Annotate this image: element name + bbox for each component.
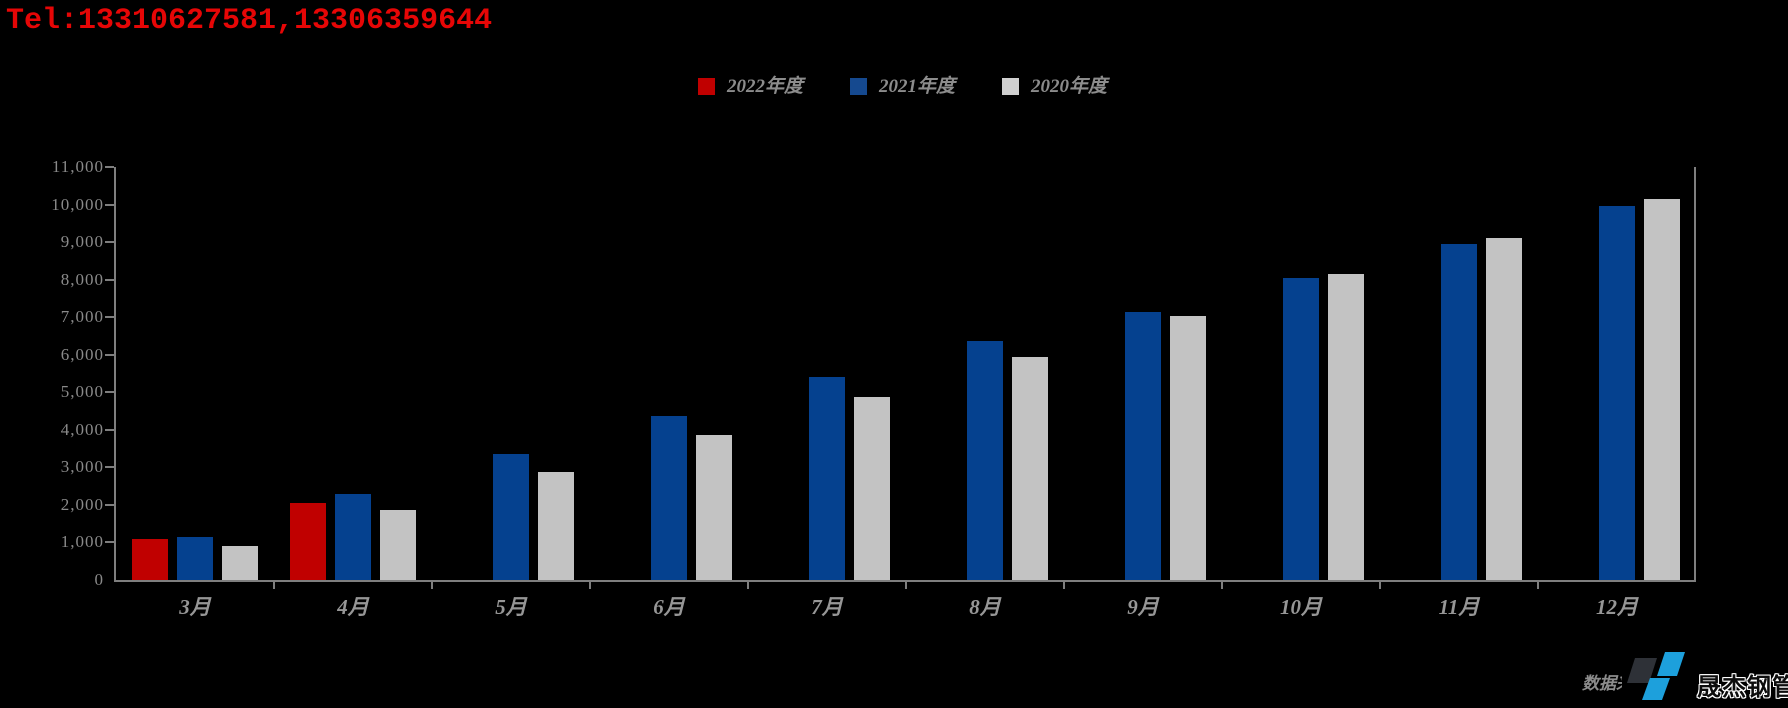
- y-axis-tick: [105, 166, 114, 168]
- bar-2020年度-6月: [696, 435, 732, 580]
- logo-shape-bottom: [1642, 678, 1670, 700]
- x-axis-tick: [431, 580, 433, 589]
- bar-group-6月: 6月: [590, 167, 748, 619]
- bar-group-10月: 10月: [1222, 167, 1380, 619]
- legend-label: 2020年度: [1031, 76, 1108, 97]
- bar-2021年度-3月: [177, 536, 213, 580]
- bar-group-11月: 11月: [1380, 167, 1538, 619]
- y-axis-tick-label: 5,000: [60, 382, 104, 402]
- x-axis-tick: [747, 580, 749, 589]
- bar-2021年度-9月: [1125, 311, 1161, 580]
- bar-2021年度-11月: [1441, 243, 1477, 580]
- y-axis-tick: [105, 428, 114, 431]
- y-axis-tick: [105, 316, 114, 319]
- y-axis-tick-label: 0: [94, 570, 104, 589]
- x-axis-label: 7月: [811, 595, 843, 619]
- legend: 2022年度 2021年度 2020年度: [698, 77, 1107, 96]
- x-axis-label: 5月: [495, 595, 527, 619]
- bar-2020年度-9月: [1170, 315, 1206, 580]
- legend-label: 2022年度: [727, 76, 804, 97]
- bar-2020年度-4月: [380, 510, 416, 580]
- bar-2022年度-3月: [132, 539, 168, 580]
- y-axis-tick: [105, 353, 114, 356]
- x-axis-label: 4月: [337, 595, 369, 619]
- bar-2021年度-6月: [651, 415, 687, 580]
- x-axis-tick: [589, 580, 591, 589]
- y-axis-tick-label: 10,000: [51, 194, 104, 214]
- bar-2021年度-12月: [1599, 206, 1635, 580]
- legend-swatch-icon: [850, 78, 868, 95]
- y-axis-tick: [105, 278, 114, 281]
- logo-shape-top: [1657, 652, 1685, 676]
- y-axis-tick: [105, 503, 114, 506]
- y-axis-tick-label: 1,000: [60, 532, 104, 552]
- x-axis-tick: [1537, 580, 1539, 589]
- x-axis-label: 10月: [1280, 595, 1322, 619]
- company-logo-icon: [1622, 650, 1690, 704]
- bar-group-4月: 4月: [274, 167, 432, 619]
- y-axis-tick-label: 9,000: [60, 232, 104, 252]
- legend-swatch-icon: [1002, 78, 1020, 95]
- bar-group-5月: 5月: [432, 167, 590, 619]
- bar-2022年度-4月: [290, 502, 326, 580]
- x-axis-label: 3月: [179, 595, 211, 619]
- legend-swatch-icon: [698, 78, 715, 95]
- y-axis-tick: [105, 466, 114, 469]
- bar-group-3月: 3月: [116, 167, 274, 619]
- bar-group-12月: 12月: [1538, 167, 1696, 619]
- logo-shape-middle: [1627, 658, 1657, 683]
- bar-group-8月: 8月: [906, 167, 1064, 619]
- bar-2020年度-7月: [854, 396, 890, 580]
- x-axis-label: 12月: [1596, 595, 1638, 619]
- x-axis-label: 11月: [1438, 595, 1480, 619]
- y-axis-tick-label: 8,000: [60, 269, 104, 289]
- bar-group-9月: 9月: [1064, 167, 1222, 619]
- bar-2021年度-8月: [967, 341, 1003, 580]
- x-axis-label: 9月: [1127, 595, 1159, 619]
- y-axis-tick-label: 11,000: [51, 157, 104, 176]
- y-axis-tick-label: 3,000: [60, 457, 104, 477]
- x-axis-tick: [273, 580, 275, 589]
- x-axis-tick: [1221, 580, 1223, 589]
- x-axis-label: 8月: [969, 595, 1001, 619]
- y-axis-tick-label: 7,000: [60, 307, 104, 327]
- bar-2021年度-10月: [1283, 277, 1319, 580]
- phone-banner: Tel:13310627581,13306359644: [6, 4, 493, 38]
- legend-item-2021年度: 2021年度: [850, 77, 955, 96]
- bar-2020年度-3月: [222, 545, 258, 580]
- bar-2020年度-8月: [1012, 356, 1048, 580]
- legend-item-2022年度: 2022年度: [698, 77, 803, 96]
- bar-group-7月: 7月: [748, 167, 906, 619]
- y-axis-tick: [105, 391, 114, 394]
- x-axis-label: 6月: [653, 595, 685, 619]
- bar-2020年度-11月: [1486, 238, 1522, 580]
- y-axis-tick: [105, 203, 114, 206]
- x-axis-tick: [905, 580, 907, 589]
- legend-label: 2021年度: [879, 76, 956, 97]
- bar-2021年度-4月: [335, 494, 371, 580]
- bar-2021年度-7月: [809, 377, 845, 580]
- y-axis-tick: [105, 541, 114, 544]
- x-axis-tick: [1379, 580, 1381, 589]
- bar-2021年度-5月: [493, 454, 529, 580]
- bar-2020年度-5月: [538, 471, 574, 580]
- y-axis-tick-label: 2,000: [60, 494, 104, 514]
- y-axis-tick-label: 4,000: [60, 419, 104, 439]
- company-logo-text: 晟杰钢管: [1697, 674, 1788, 701]
- x-axis-tick: [1063, 580, 1065, 589]
- y-axis-tick: [105, 241, 114, 244]
- bar-2020年度-10月: [1328, 274, 1364, 580]
- bar-2020年度-12月: [1644, 198, 1680, 580]
- plot-area: 0 1,000 2,000 3,000 4,000 5,000 6,000 7,000 8,00…: [51, 157, 1696, 619]
- y-axis-tick-label: 6,000: [60, 344, 104, 364]
- legend-item-2020年度: 2020年度: [1002, 77, 1107, 96]
